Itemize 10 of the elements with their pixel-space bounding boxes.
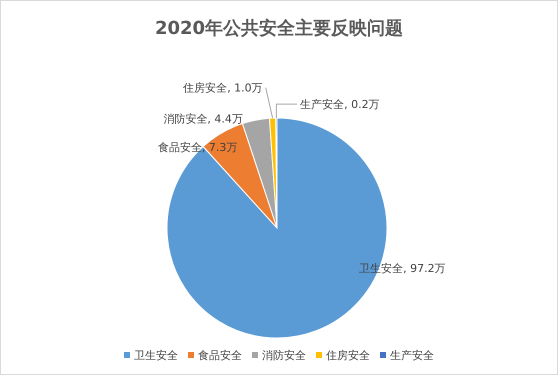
legend-label: 消防安全 (262, 349, 306, 362)
legend-label: 生产安全 (390, 349, 434, 362)
data-label: 生产安全, 0.2万 (300, 98, 380, 112)
legend-label: 卫生安全 (134, 349, 178, 362)
data-label: 消防安全, 4.4万 (163, 112, 243, 126)
data-label: 食品安全, 7.3万 (158, 141, 238, 154)
chart-title: 2020年公共安全主要反映问题 (154, 18, 404, 39)
data-label: 住房安全, 1.0万 (183, 82, 263, 95)
legend-label: 住房安全 (326, 349, 370, 362)
legend-label: 食品安全 (198, 349, 242, 362)
